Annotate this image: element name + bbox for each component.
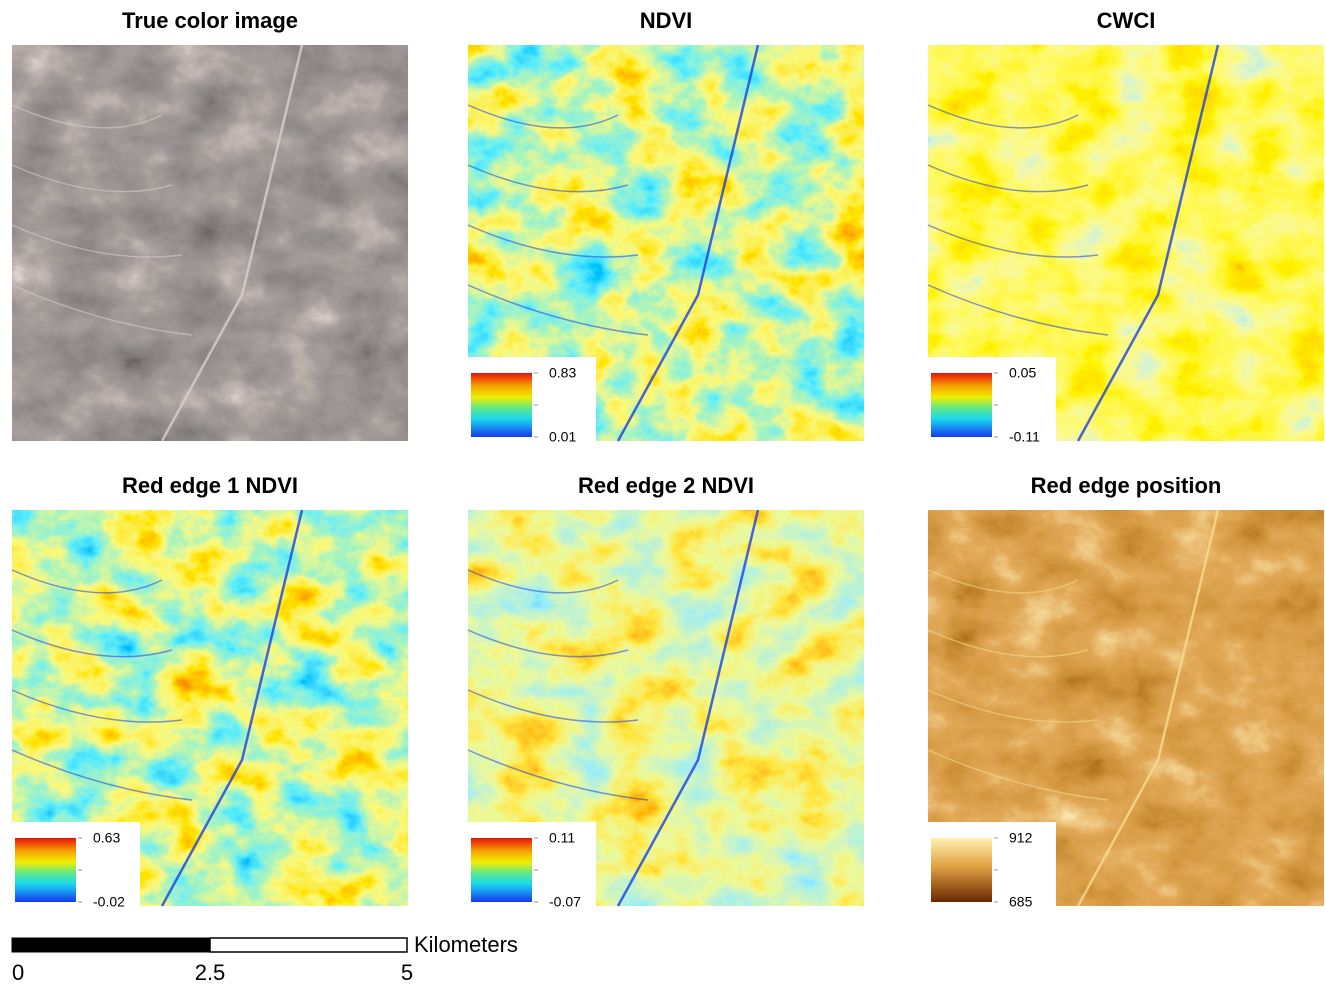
panel-title: Red edge position xyxy=(1031,473,1222,498)
panel-title: CWCI xyxy=(1097,8,1156,33)
scale-bar-black xyxy=(12,938,210,952)
panel-title: NDVI xyxy=(640,8,693,33)
color-bar xyxy=(931,373,992,437)
legend-max: 912 xyxy=(1009,830,1033,846)
legend-min: -0.02 xyxy=(93,894,125,910)
page: True color image NDVI 0.83 0.01 CWCI 0.05 -0.1… xyxy=(0,0,1325,983)
figure: True color image NDVI 0.83 0.01 CWCI 0.05 -0.1… xyxy=(0,0,1325,983)
legend-max: 0.11 xyxy=(549,830,575,846)
legend-min: 0.01 xyxy=(549,429,576,445)
legend-max: 0.05 xyxy=(1009,365,1036,381)
scale-tick-label: 5 xyxy=(401,960,413,983)
panel-title: Red edge 2 NDVI xyxy=(578,473,754,498)
color-bar xyxy=(931,838,992,902)
raster-image xyxy=(12,45,408,441)
legend-max: 0.63 xyxy=(93,830,120,846)
panel-title: True color image xyxy=(122,8,298,33)
color-bar xyxy=(471,373,532,437)
raster-panel xyxy=(12,45,408,441)
scale-tick-label: 0 xyxy=(12,960,24,983)
legend-min: -0.07 xyxy=(549,894,581,910)
panel-title: Red edge 1 NDVI xyxy=(122,473,298,498)
scale-bar-white xyxy=(210,938,407,952)
color-bar xyxy=(471,838,532,902)
scale-tick-label: 2.5 xyxy=(195,960,226,983)
legend-max: 0.83 xyxy=(549,365,576,381)
color-bar xyxy=(15,838,76,902)
legend-min: 685 xyxy=(1009,894,1033,910)
legend-min: -0.11 xyxy=(1009,429,1040,445)
scale-unit: Kilometers xyxy=(414,932,518,957)
